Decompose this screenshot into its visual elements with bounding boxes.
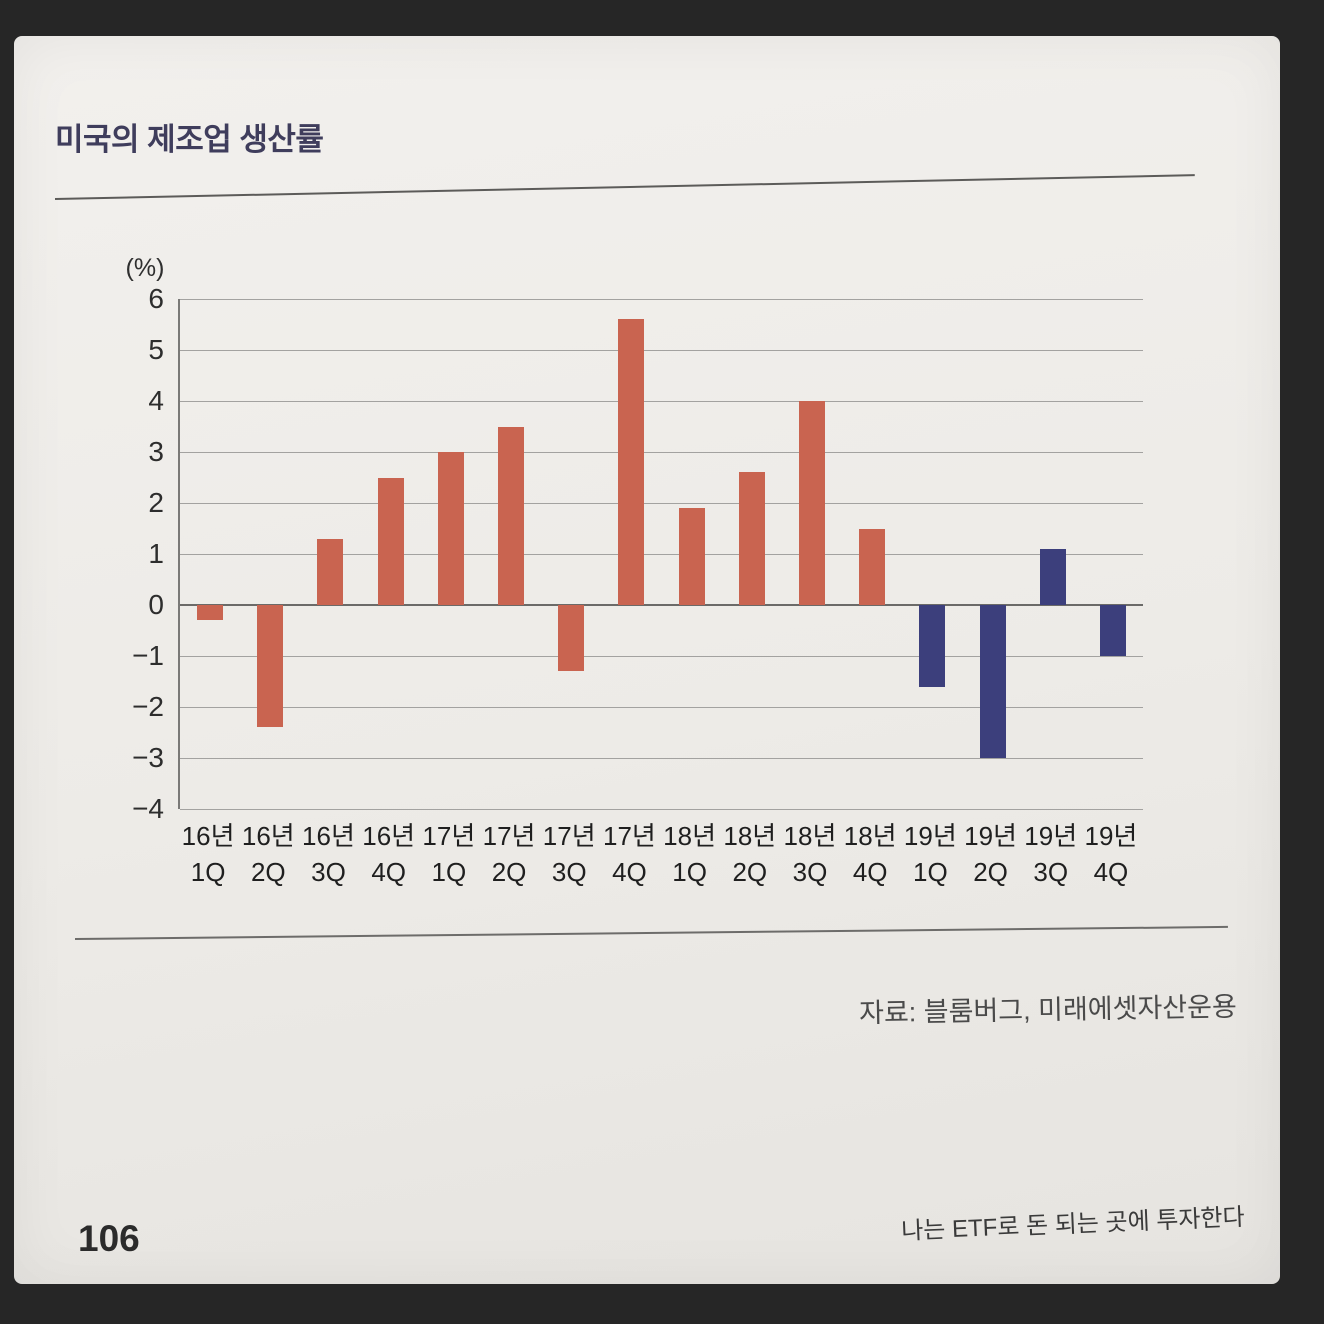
gridline-2 <box>180 502 1143 504</box>
x-label-19년-2Q: 19년 2Q <box>964 821 1017 887</box>
bar-19년-4Q <box>1099 605 1126 656</box>
bar-19년-2Q <box>979 605 1006 758</box>
bar-16년-4Q <box>377 477 404 605</box>
y-tick-2: 2 <box>148 487 164 518</box>
gridline--4 <box>180 808 1143 810</box>
bar-18년-4Q <box>859 528 886 605</box>
x-label-19년-3Q: 19년 3Q <box>1024 821 1078 887</box>
bar-19년-3Q <box>1039 548 1066 605</box>
running-footer: 나는 ETF로 돈 되는 곳에 투자한다 <box>901 1203 1246 1246</box>
x-label-18년-3Q: 18년 3Q <box>783 821 837 887</box>
gridline-3 <box>180 451 1143 453</box>
x-label-17년-4Q: 17년 4Q <box>602 821 656 887</box>
bar-18년-1Q <box>678 508 705 605</box>
gridline--2 <box>180 706 1143 708</box>
bar-17년-4Q <box>618 319 645 605</box>
x-label-17년-1Q: 17년 1Q <box>422 821 476 887</box>
gridline--1 <box>180 655 1143 657</box>
y-axis-unit-label: (%) <box>125 254 165 282</box>
gridline-4 <box>180 400 1143 402</box>
x-label-16년-2Q: 16년 2Q <box>241 821 295 887</box>
x-label-18년-2Q: 18년 2Q <box>723 821 777 887</box>
bar-16년-3Q <box>317 538 344 605</box>
y-tick-3: 3 <box>148 436 164 467</box>
bar-19년-1Q <box>919 605 946 687</box>
x-label-16년-3Q: 16년 3Q <box>302 821 355 887</box>
gridline-1 <box>180 553 1143 555</box>
bar-17년-2Q <box>498 426 525 605</box>
bar-17년-3Q <box>558 605 585 672</box>
gridline-6 <box>180 298 1143 300</box>
gridline-5 <box>180 349 1143 351</box>
x-axis-labels: 16년 1Q 16년 2Q 16년 3Q 16년 4Q 17년 1Q 17년 2Q 17년 3Q 17년 4Q… <box>178 818 1141 898</box>
y-tick--3: −3 <box>132 742 164 773</box>
source-caption: 자료: 블룸버그, 미래에셋자산운용 <box>859 991 1238 1029</box>
x-label-17년-3Q: 17년 3Q <box>542 821 596 887</box>
y-tick--2: −2 <box>132 691 164 722</box>
bar-18년-3Q <box>798 401 825 605</box>
y-tick-0: 0 <box>148 589 164 620</box>
x-label-19년-4Q: 19년 4Q <box>1084 821 1138 887</box>
x-label-16년-4Q: 16년 4Q <box>362 821 416 887</box>
x-label-16년-1Q: 16년 1Q <box>181 821 235 887</box>
x-label-18년-1Q: 18년 1Q <box>663 821 717 887</box>
y-tick-1: 1 <box>148 538 164 569</box>
title-divider <box>54 174 1195 200</box>
y-tick-5: 5 <box>148 334 164 365</box>
y-tick-4: 4 <box>148 385 164 416</box>
chart-title: 미국의 제조업 생산률 <box>55 122 324 157</box>
bar-16년-1Q <box>197 605 224 621</box>
y-tick-6: 6 <box>148 283 164 314</box>
y-tick--4: −4 <box>132 793 164 824</box>
x-label-17년-2Q: 17년 2Q <box>482 821 536 887</box>
chart-bottom-divider <box>74 925 1228 940</box>
x-label-19년-1Q: 19년 1Q <box>903 821 957 887</box>
x-label-18년-4Q: 18년 4Q <box>843 821 897 887</box>
bar-16년-2Q <box>257 605 284 728</box>
y-tick--1: −1 <box>132 640 164 671</box>
plot-area: 6 5 4 3 2 1 0 −1 −2 −3 −4 <box>132 285 1143 823</box>
zero-axis-line <box>180 604 1143 606</box>
gridline--3 <box>180 757 1143 759</box>
book-page: 미국의 제조업 생산률 (%) 6 5 4 3 2 1 0 −1 −2 −3 −4 16년 1Q 16년… <box>14 36 1280 1284</box>
bar-17년-1Q <box>437 452 464 605</box>
bar-18년-2Q <box>738 472 765 605</box>
page-number: 106 <box>78 1218 140 1259</box>
